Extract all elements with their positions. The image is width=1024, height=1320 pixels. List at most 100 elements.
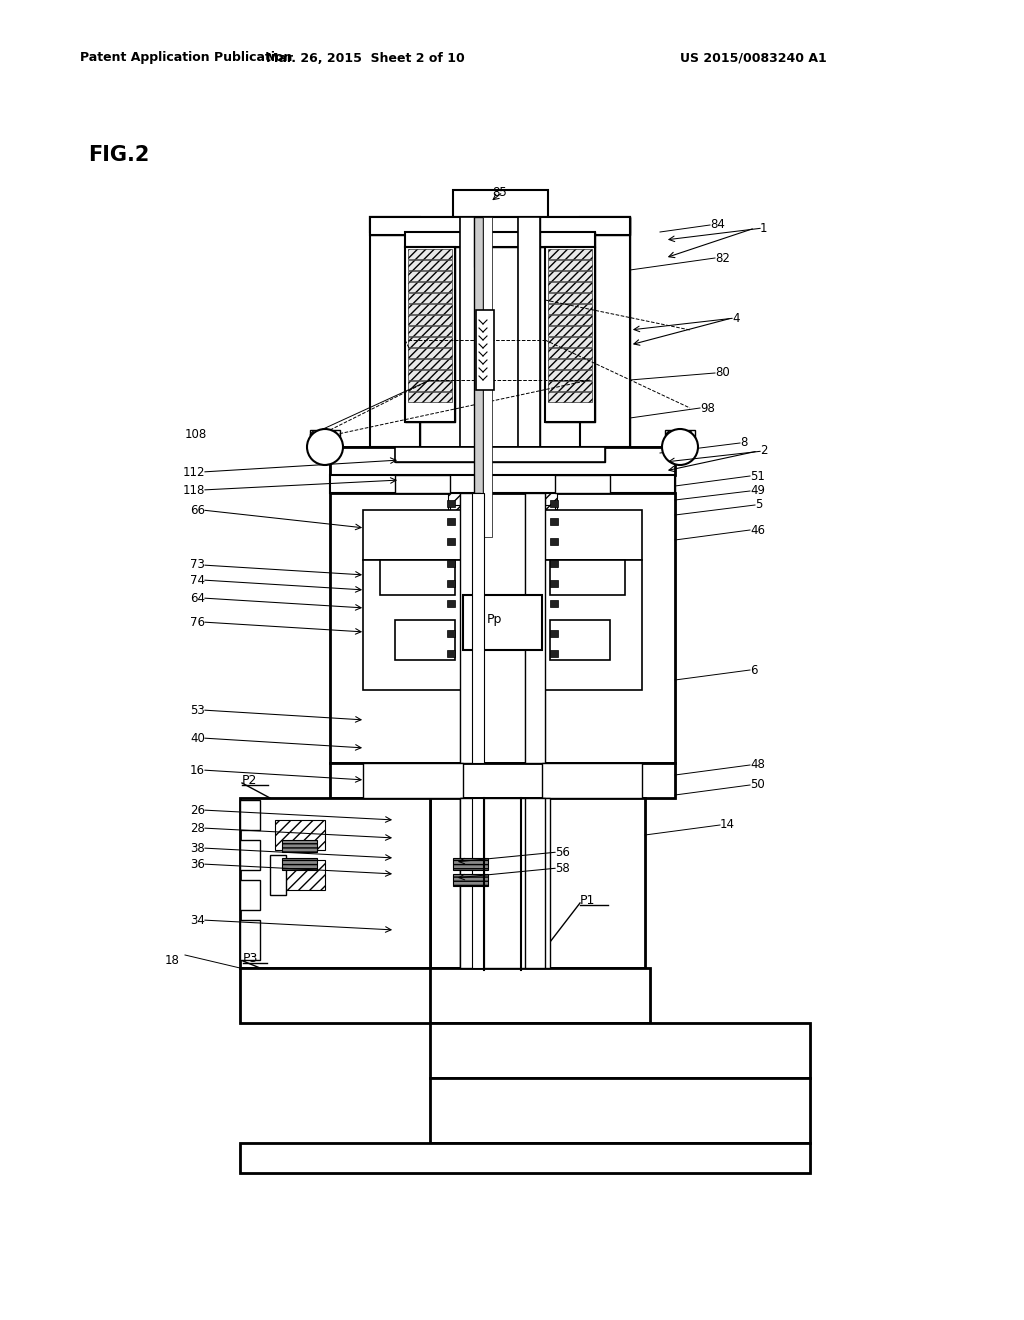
Text: 16: 16 bbox=[190, 763, 205, 776]
Bar bbox=[460, 216, 482, 477]
Text: 118: 118 bbox=[182, 483, 205, 496]
Bar bbox=[548, 293, 592, 304]
Bar bbox=[282, 858, 317, 870]
Bar bbox=[550, 560, 625, 595]
Bar bbox=[408, 359, 452, 370]
Bar bbox=[408, 370, 452, 380]
Text: FIG.2: FIG.2 bbox=[88, 145, 150, 165]
Bar bbox=[430, 1078, 810, 1143]
Bar bbox=[518, 216, 540, 477]
Bar bbox=[460, 799, 550, 968]
Text: Mar. 26, 2015  Sheet 2 of 10: Mar. 26, 2015 Sheet 2 of 10 bbox=[265, 51, 464, 65]
Text: 8: 8 bbox=[740, 437, 748, 450]
Bar bbox=[548, 392, 592, 403]
Bar bbox=[483, 216, 492, 537]
Bar bbox=[474, 216, 483, 267]
Bar bbox=[398, 624, 422, 638]
Bar bbox=[542, 763, 642, 799]
Bar bbox=[370, 216, 420, 447]
Bar bbox=[395, 475, 450, 492]
Text: 85: 85 bbox=[493, 186, 507, 198]
Bar bbox=[580, 216, 630, 447]
Bar bbox=[525, 492, 545, 763]
Bar bbox=[545, 247, 595, 422]
Bar bbox=[548, 260, 592, 271]
Bar bbox=[275, 820, 325, 850]
Text: 64: 64 bbox=[190, 591, 205, 605]
Bar bbox=[474, 216, 483, 517]
Bar bbox=[525, 799, 545, 968]
Text: 112: 112 bbox=[182, 466, 205, 479]
Text: 53: 53 bbox=[190, 704, 205, 717]
Circle shape bbox=[307, 429, 343, 465]
Bar bbox=[449, 492, 466, 511]
Bar bbox=[548, 326, 592, 337]
Bar bbox=[240, 968, 460, 1023]
Bar bbox=[460, 799, 480, 968]
Bar bbox=[430, 968, 650, 1023]
Bar bbox=[240, 800, 260, 830]
Bar bbox=[460, 968, 550, 987]
Bar bbox=[550, 630, 558, 638]
Bar bbox=[382, 577, 412, 589]
Bar bbox=[548, 282, 592, 292]
Bar bbox=[408, 326, 452, 337]
Bar bbox=[240, 880, 260, 909]
Bar bbox=[362, 560, 463, 690]
Text: P1: P1 bbox=[580, 894, 595, 907]
Text: 50: 50 bbox=[750, 779, 765, 792]
Bar bbox=[472, 799, 484, 968]
Bar bbox=[395, 447, 605, 462]
Bar bbox=[330, 475, 675, 492]
Bar bbox=[545, 247, 595, 422]
Bar bbox=[447, 539, 455, 545]
Bar bbox=[408, 304, 452, 314]
Bar bbox=[330, 447, 675, 475]
Text: 66: 66 bbox=[190, 503, 205, 516]
Bar bbox=[282, 840, 317, 851]
Text: 40: 40 bbox=[190, 731, 205, 744]
Bar bbox=[270, 855, 286, 895]
Text: 98: 98 bbox=[700, 401, 715, 414]
Bar bbox=[550, 539, 558, 545]
Bar bbox=[532, 510, 642, 560]
Bar bbox=[453, 190, 548, 216]
Bar bbox=[240, 840, 260, 870]
Bar bbox=[330, 475, 675, 492]
Bar bbox=[430, 799, 645, 968]
Bar bbox=[548, 271, 592, 281]
Bar bbox=[370, 216, 630, 235]
Bar bbox=[310, 430, 340, 447]
Bar bbox=[370, 216, 630, 232]
Bar bbox=[430, 968, 650, 1023]
Bar bbox=[553, 642, 577, 656]
Bar bbox=[550, 620, 610, 660]
Bar bbox=[408, 392, 452, 403]
Bar bbox=[447, 601, 455, 607]
Text: 80: 80 bbox=[715, 367, 730, 380]
Bar bbox=[460, 492, 480, 763]
Text: 4: 4 bbox=[732, 312, 739, 325]
Bar bbox=[548, 359, 592, 370]
Bar bbox=[406, 232, 595, 247]
Bar bbox=[550, 579, 558, 587]
Bar bbox=[453, 858, 488, 870]
Text: 73: 73 bbox=[190, 558, 205, 572]
Bar bbox=[240, 920, 260, 960]
Text: Pp: Pp bbox=[487, 614, 503, 627]
Text: 56: 56 bbox=[555, 846, 570, 858]
Text: 108: 108 bbox=[185, 429, 207, 441]
Bar bbox=[430, 799, 645, 968]
Text: 49: 49 bbox=[750, 484, 765, 498]
Bar bbox=[453, 190, 548, 216]
Text: US 2015/0083240 A1: US 2015/0083240 A1 bbox=[680, 51, 826, 65]
Bar bbox=[447, 517, 455, 525]
Bar bbox=[447, 649, 455, 657]
Bar bbox=[406, 247, 455, 422]
Bar bbox=[408, 381, 452, 391]
Bar bbox=[382, 562, 412, 574]
Bar bbox=[453, 874, 488, 886]
Bar bbox=[330, 763, 675, 799]
Bar bbox=[240, 799, 430, 968]
Bar bbox=[525, 492, 545, 763]
